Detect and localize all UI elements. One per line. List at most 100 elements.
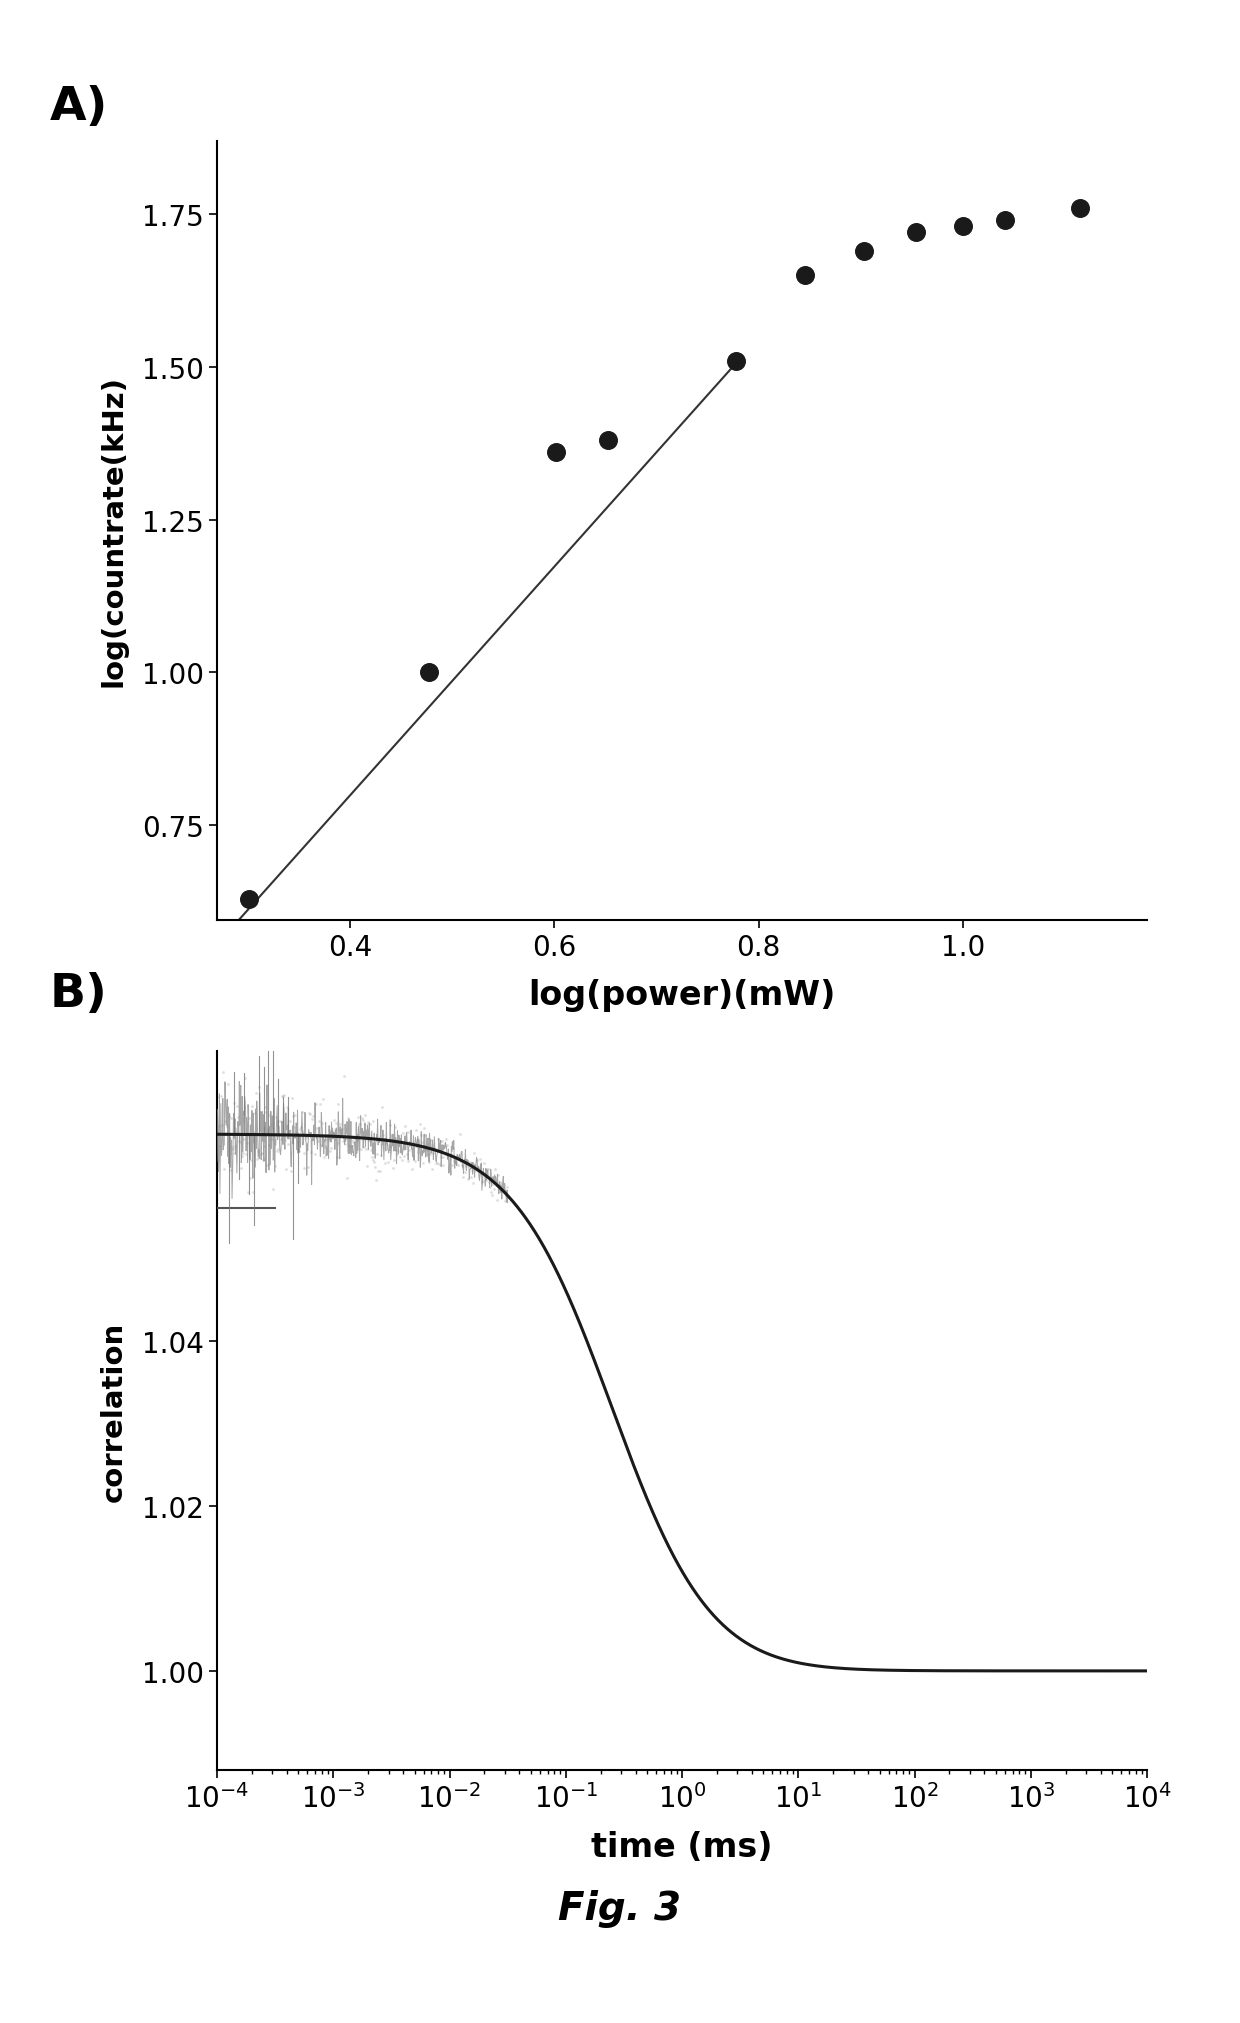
Point: [223, 1133, 243, 1165]
Point: [243, 1177, 263, 1210]
Point: [472, 1167, 492, 1200]
Point: [384, 1145, 404, 1177]
Point: [492, 1171, 512, 1204]
Point: [232, 1153, 252, 1185]
Point: [453, 1161, 472, 1194]
Point: [331, 1109, 351, 1141]
Point: [458, 1163, 477, 1196]
Point: [273, 1080, 293, 1113]
Point: [450, 1119, 470, 1151]
Y-axis label: log(countrate(kHz): log(countrate(kHz): [100, 374, 128, 688]
Point: [414, 1113, 434, 1145]
Point: [407, 1125, 427, 1157]
Point: [376, 1147, 396, 1179]
Point: [485, 1153, 505, 1185]
Point: [279, 1119, 299, 1151]
Point: [237, 1137, 257, 1169]
Point: [412, 1127, 432, 1159]
Point: [219, 1153, 239, 1185]
Point: [234, 1123, 254, 1155]
Point: [327, 1127, 347, 1159]
Point: [241, 1143, 260, 1175]
Point: [218, 1068, 238, 1101]
Point: [433, 1141, 453, 1173]
Point: [213, 1056, 233, 1088]
Point: [216, 1117, 236, 1149]
Point: [454, 1145, 474, 1177]
Point: [246, 1078, 265, 1111]
Point: [440, 1139, 460, 1171]
Point: [495, 1185, 515, 1218]
Point: [374, 1123, 394, 1155]
Point: [274, 1078, 294, 1111]
Point: [311, 1129, 331, 1161]
Point: [366, 1151, 386, 1183]
Point: [444, 1145, 464, 1177]
Point: [467, 1145, 487, 1177]
Point: [394, 1141, 414, 1173]
Point: [316, 1131, 336, 1163]
X-axis label: time (ms): time (ms): [591, 1831, 773, 1863]
Point: [222, 1131, 242, 1163]
Point: [470, 1143, 490, 1175]
Point: [365, 1147, 384, 1179]
Point: [497, 1181, 517, 1214]
Point: [438, 1129, 458, 1161]
Point: [370, 1125, 389, 1157]
Point: [474, 1165, 494, 1198]
Point: [268, 1133, 288, 1165]
Point: [412, 1121, 432, 1153]
Point: [401, 1129, 420, 1161]
Point: [357, 1107, 377, 1139]
Point: [463, 1167, 482, 1200]
Point: [247, 1143, 267, 1175]
Point: [331, 1117, 351, 1149]
Point: [398, 1117, 418, 1149]
Point: [417, 1133, 436, 1165]
Point: [490, 1167, 510, 1200]
Point: [439, 1141, 459, 1173]
Point: [254, 1131, 274, 1163]
Point: [347, 1125, 367, 1157]
Point: [423, 1137, 443, 1169]
Point: [547, 437, 567, 469]
Point: [378, 1147, 398, 1179]
Point: [446, 1147, 466, 1179]
Point: [312, 1082, 332, 1115]
Point: [379, 1123, 399, 1155]
Point: [353, 1131, 373, 1163]
Point: [286, 1117, 306, 1149]
Point: [281, 1082, 301, 1115]
Point: [432, 1125, 451, 1157]
Point: [479, 1153, 498, 1185]
Point: [335, 1060, 355, 1092]
Point: [295, 1123, 315, 1155]
Point: [314, 1141, 334, 1173]
Point: [489, 1169, 508, 1202]
Point: [417, 1139, 436, 1171]
Point: [396, 1127, 415, 1159]
Point: [470, 1153, 490, 1185]
Point: [215, 1105, 234, 1137]
Point: [363, 1143, 383, 1175]
Point: [361, 1135, 381, 1167]
Point: [391, 1125, 410, 1157]
Point: [497, 1171, 517, 1204]
Point: [403, 1153, 423, 1185]
Point: [315, 1131, 335, 1163]
Point: [290, 1113, 310, 1145]
Point: [492, 1171, 512, 1204]
Point: [394, 1111, 414, 1143]
Point: [346, 1125, 366, 1157]
Point: [477, 1153, 497, 1185]
Point: [461, 1161, 481, 1194]
Point: [410, 1109, 430, 1141]
Point: [389, 1141, 409, 1173]
Point: [599, 425, 619, 457]
Point: [418, 1135, 438, 1167]
Point: [356, 1133, 376, 1165]
Point: [415, 1119, 435, 1151]
Point: [299, 1151, 319, 1183]
Point: [392, 1143, 412, 1175]
Point: [217, 1111, 237, 1143]
